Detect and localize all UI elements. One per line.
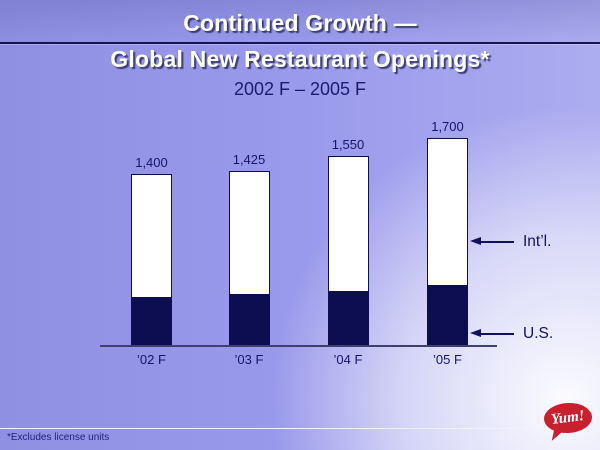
us-arrow-line bbox=[480, 333, 514, 335]
title-divider-line bbox=[0, 42, 600, 44]
bar-value-label: 1,400 bbox=[135, 155, 168, 170]
intl-arrow-icon bbox=[470, 237, 481, 245]
bar-segment-us bbox=[229, 294, 270, 346]
slide-title-line2: Global New Restaurant Openings* bbox=[110, 46, 490, 72]
bar-segment-us bbox=[328, 291, 369, 346]
bar-02F bbox=[131, 174, 172, 346]
bar-05F bbox=[427, 138, 468, 346]
us-arrow-icon bbox=[470, 329, 481, 337]
x-axis-category-label: ’05 F bbox=[433, 352, 462, 367]
bar-value-label: 1,425 bbox=[232, 152, 266, 167]
bar-segment-us bbox=[131, 297, 172, 346]
intl-label: Int’l. bbox=[523, 233, 552, 250]
slide-title-line1: Continued Growth — bbox=[183, 10, 417, 36]
bar-value-label: 1,700 bbox=[431, 119, 464, 134]
bar-04F bbox=[328, 156, 369, 346]
bar-03F bbox=[229, 171, 270, 346]
speech-bubble-icon: Yum! bbox=[543, 401, 593, 435]
x-axis-category-label: ’04 F bbox=[333, 352, 363, 367]
x-axis-category-label: ’03 F bbox=[234, 352, 264, 367]
footer-divider-line bbox=[0, 428, 600, 429]
x-axis-line bbox=[100, 345, 497, 347]
yum-logo-text: Yum! bbox=[550, 407, 586, 428]
intl-arrow-line bbox=[480, 241, 514, 243]
x-axis-category-label: ’02 F bbox=[137, 352, 166, 367]
bar-segment-us bbox=[427, 285, 468, 346]
slide-subtitle: 2002 F – 2005 F bbox=[233, 79, 367, 99]
yum-logo: Yum! bbox=[543, 401, 600, 449]
bar-value-label: 1,550 bbox=[331, 137, 365, 152]
footnote: *Excludes license units bbox=[7, 432, 110, 443]
us-label: U.S. bbox=[523, 325, 554, 342]
